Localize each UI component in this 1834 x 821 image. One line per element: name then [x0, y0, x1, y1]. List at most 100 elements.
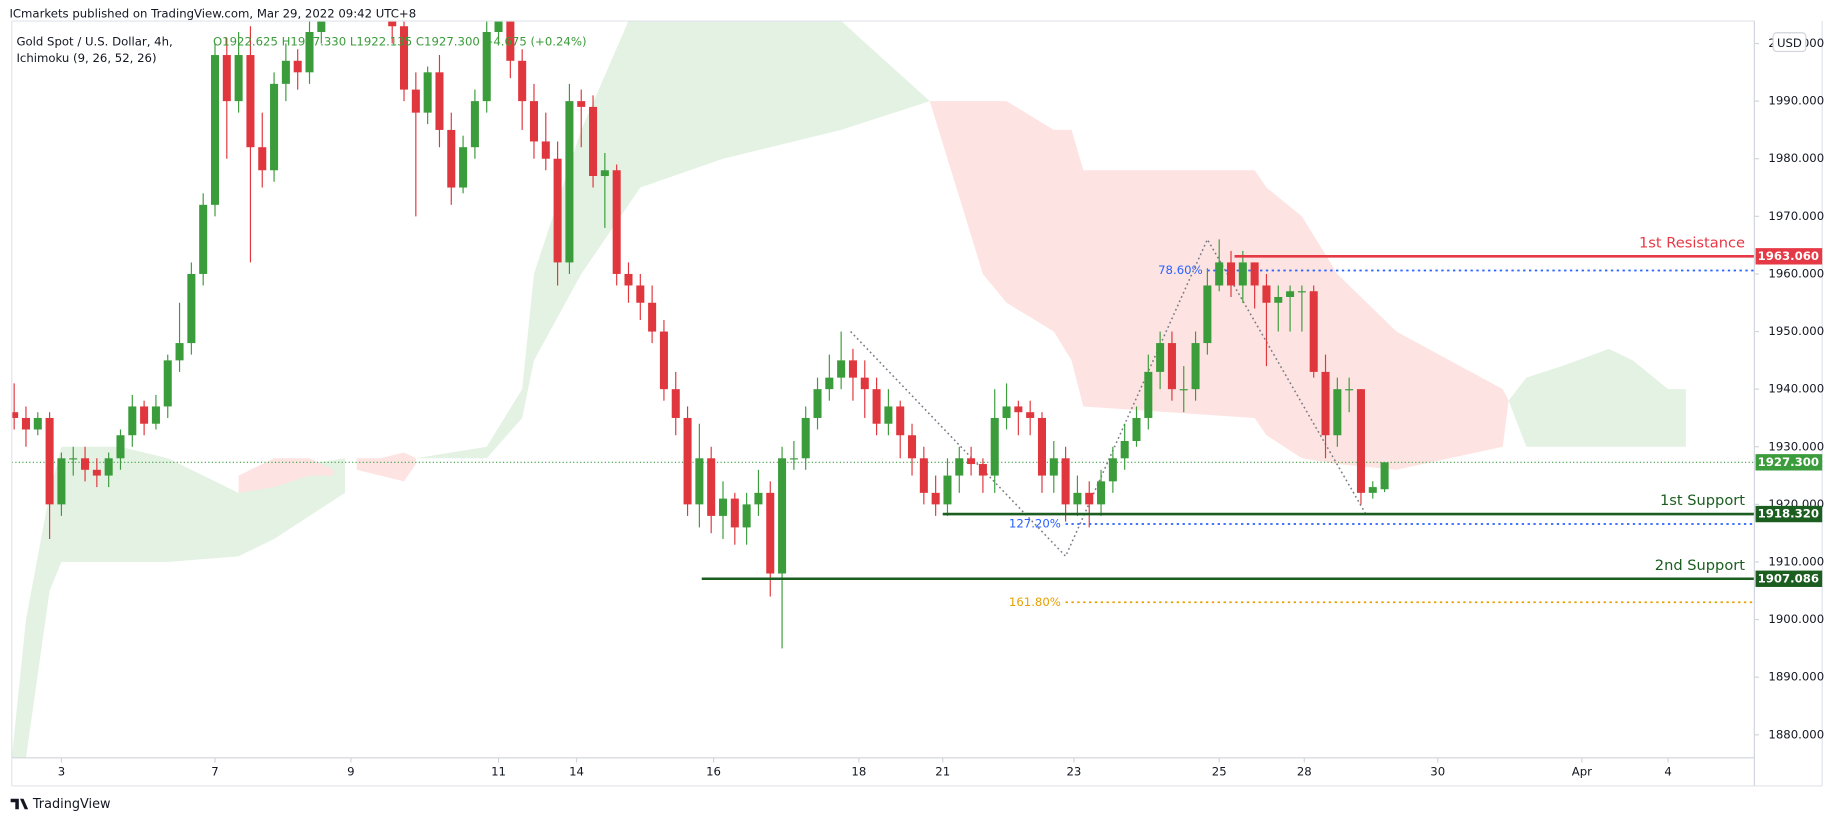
candle-body: [1356, 389, 1365, 493]
candle-body: [1002, 406, 1011, 418]
brand: TradingView: [32, 797, 111, 812]
candle-body: [730, 498, 739, 528]
level-label-box: [1755, 248, 1823, 265]
level-label-box: [1755, 570, 1823, 587]
brand-logo: [10, 798, 29, 810]
candle-body: [990, 417, 999, 476]
candle-body: [636, 285, 645, 303]
candle-body: [435, 72, 444, 130]
level-label-box: [1755, 505, 1823, 523]
candle-body: [742, 504, 751, 528]
candle-body: [778, 458, 787, 574]
candle-body: [151, 406, 160, 424]
plot-area: 78.60% 127.20% 161.80% 1st Resistance 1st Su…: [11, 21, 1755, 758]
candle-body: [234, 55, 243, 102]
candle-body: [707, 458, 716, 516]
candle-body: [1120, 441, 1129, 459]
x-tick-label: 16: [706, 764, 721, 778]
candle-body: [423, 72, 432, 113]
candle-body: [766, 492, 775, 574]
candle-body: [967, 458, 976, 465]
candle-body: [447, 129, 456, 188]
candle-body: [1179, 389, 1188, 391]
candle-body: [494, 21, 503, 32]
candle-body: [175, 343, 184, 361]
candle-body: [872, 389, 881, 424]
x-tick-label: 9: [347, 764, 354, 778]
candle-body: [388, 21, 397, 27]
candle-body: [1380, 462, 1389, 490]
x-tick-label: 7: [211, 764, 218, 778]
y-tick-label: 1910.000: [1768, 554, 1824, 568]
candle-body: [459, 147, 468, 188]
y-tick-label: 1930.000: [1768, 439, 1824, 453]
candle-body: [305, 31, 314, 73]
x-tick-label: 21: [935, 764, 950, 778]
candle-body: [116, 435, 125, 459]
level-annotation: 1st Resistance: [1639, 234, 1745, 251]
candle-body: [104, 458, 113, 476]
candle-body: [482, 31, 491, 102]
y-tick-label: 1970.000: [1768, 209, 1824, 223]
x-tick-label: 30: [1430, 764, 1445, 778]
candle-body: [45, 417, 54, 505]
candle-body: [695, 458, 704, 505]
y-tick-label: 1900.000: [1768, 612, 1824, 626]
candle-body: [140, 406, 149, 424]
candle-body: [589, 106, 598, 177]
candle-body: [1321, 371, 1330, 436]
candle-body: [81, 458, 90, 470]
axes: 1880.0001890.0001900.0001910.0001920.000…: [58, 36, 1824, 778]
candle-body: [683, 417, 692, 505]
level-label: 1918.320: [1758, 507, 1819, 521]
candle-body: [506, 21, 515, 61]
candle-body: [1345, 389, 1354, 391]
y-tick-label: 1880.000: [1768, 727, 1824, 741]
candle-body: [163, 360, 172, 407]
candle-body: [919, 458, 928, 493]
candle-body: [518, 60, 527, 102]
candle-body: [789, 458, 798, 460]
currency[interactable]: USD: [1777, 36, 1802, 50]
candle-body: [1262, 285, 1271, 303]
x-tick-label: 14: [569, 764, 584, 778]
candle-body: [1014, 406, 1023, 413]
level-annotation: 1st Support: [1660, 492, 1745, 509]
candle-body: [222, 55, 231, 102]
currency-box[interactable]: [1772, 32, 1807, 53]
candle-body: [1073, 492, 1082, 505]
candle-body: [1085, 492, 1094, 505]
candle-body: [848, 360, 857, 378]
publisher: ICmarkets published on TradingView.com, …: [9, 7, 416, 21]
candle-body: [1368, 487, 1377, 493]
candle-body: [754, 492, 763, 505]
candle-body: [1049, 458, 1058, 476]
x-tick-label: 11: [491, 764, 506, 778]
candle-body: [1215, 262, 1224, 286]
candle-body: [128, 406, 137, 436]
candle-body: [199, 204, 208, 274]
level-label: 1963.060: [1758, 249, 1819, 263]
candle-body: [21, 417, 30, 430]
ohlc-readout: O1922.625 H1927.330 L1922.135 C1927.300 …: [213, 35, 587, 49]
candle-body: [624, 273, 633, 286]
candle-body: [69, 458, 78, 460]
candle-body: [565, 101, 574, 263]
candle-body: [659, 331, 668, 390]
ichimoku-cloud: [415, 21, 930, 459]
y-tick-label: 1960.000: [1768, 266, 1824, 280]
candle-body: [648, 302, 657, 332]
fib-label: 78.60%: [1158, 263, 1203, 277]
candle-body: [1144, 371, 1153, 418]
y-tick-label: 1990.000: [1768, 94, 1824, 108]
candle-body: [281, 60, 290, 84]
y-tick-label: 1950.000: [1768, 324, 1824, 338]
candle-body: [33, 417, 42, 430]
y-tick-label: 1940.000: [1768, 382, 1824, 396]
candle-body: [1097, 481, 1106, 505]
y-tick-label: 1980.000: [1768, 151, 1824, 165]
candle-body: [931, 492, 940, 505]
candle-body: [1108, 458, 1117, 482]
